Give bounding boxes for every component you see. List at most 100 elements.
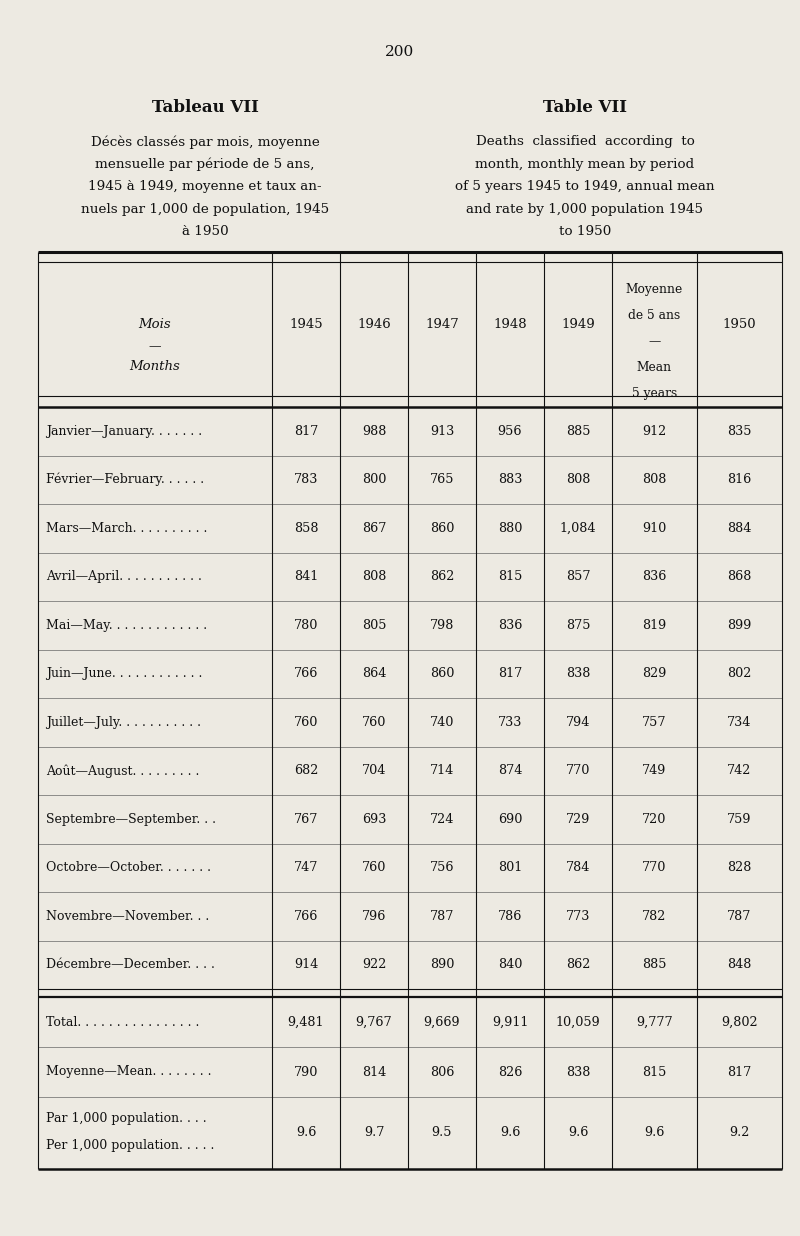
Text: 9,481: 9,481 xyxy=(288,1016,324,1028)
Text: Avril—April. . . . . . . . . . .: Avril—April. . . . . . . . . . . xyxy=(46,570,202,583)
Text: 857: 857 xyxy=(566,570,590,583)
Text: Décès classés par mois, moyenne: Décès classés par mois, moyenne xyxy=(90,135,319,148)
Text: 756: 756 xyxy=(430,861,454,874)
Text: 796: 796 xyxy=(362,910,386,923)
Text: 690: 690 xyxy=(498,813,522,826)
Text: 773: 773 xyxy=(566,910,590,923)
Text: 749: 749 xyxy=(642,764,666,777)
Text: 848: 848 xyxy=(727,958,752,971)
Text: 9,802: 9,802 xyxy=(721,1016,758,1028)
Text: 816: 816 xyxy=(727,473,752,486)
Text: 912: 912 xyxy=(642,425,666,438)
Text: 9.5: 9.5 xyxy=(432,1126,452,1140)
Text: 1950: 1950 xyxy=(722,318,756,330)
Text: —: — xyxy=(648,335,661,349)
Text: 1,084: 1,084 xyxy=(560,522,596,535)
Text: 794: 794 xyxy=(566,716,590,729)
Text: 875: 875 xyxy=(566,619,590,632)
Text: 770: 770 xyxy=(642,861,666,874)
Text: Total. . . . . . . . . . . . . . . .: Total. . . . . . . . . . . . . . . . xyxy=(46,1016,199,1028)
Text: —: — xyxy=(149,340,162,353)
Text: Per 1,000 population. . . . .: Per 1,000 population. . . . . xyxy=(46,1140,214,1152)
Text: 766: 766 xyxy=(294,667,318,680)
Text: 836: 836 xyxy=(498,619,522,632)
Text: 808: 808 xyxy=(566,473,590,486)
Text: 784: 784 xyxy=(566,861,590,874)
Text: Table VII: Table VII xyxy=(543,100,627,116)
Text: 860: 860 xyxy=(430,667,454,680)
Text: 817: 817 xyxy=(727,1065,752,1079)
Text: 806: 806 xyxy=(430,1065,454,1079)
Text: 1945 à 1949, moyenne et taux an-: 1945 à 1949, moyenne et taux an- xyxy=(88,180,322,194)
Text: 884: 884 xyxy=(727,522,752,535)
Text: 826: 826 xyxy=(498,1065,522,1079)
Text: 874: 874 xyxy=(498,764,522,777)
Text: 913: 913 xyxy=(430,425,454,438)
Text: 790: 790 xyxy=(294,1065,318,1079)
Text: 780: 780 xyxy=(294,619,318,632)
Text: 899: 899 xyxy=(727,619,752,632)
Text: 760: 760 xyxy=(362,716,386,729)
Text: 1949: 1949 xyxy=(561,318,595,330)
Text: Octobre—October. . . . . . .: Octobre—October. . . . . . . xyxy=(46,861,211,874)
Text: 1945: 1945 xyxy=(289,318,323,330)
Text: 9,669: 9,669 xyxy=(424,1016,460,1028)
Text: de 5 ans: de 5 ans xyxy=(628,309,681,323)
Text: 9.6: 9.6 xyxy=(644,1126,665,1140)
Text: mensuelle par période de 5 ans,: mensuelle par période de 5 ans, xyxy=(95,158,314,172)
Text: 815: 815 xyxy=(498,570,522,583)
Text: 787: 787 xyxy=(727,910,752,923)
Text: 817: 817 xyxy=(498,667,522,680)
Text: 9.6: 9.6 xyxy=(500,1126,520,1140)
Text: 9.6: 9.6 xyxy=(296,1126,316,1140)
Text: Novembre—November. . .: Novembre—November. . . xyxy=(46,910,210,923)
Text: 883: 883 xyxy=(498,473,522,486)
Text: 9,777: 9,777 xyxy=(636,1016,673,1028)
Text: 801: 801 xyxy=(498,861,522,874)
Text: to 1950: to 1950 xyxy=(559,225,611,239)
Text: 814: 814 xyxy=(362,1065,386,1079)
Text: 5 years: 5 years xyxy=(632,388,677,400)
Text: 867: 867 xyxy=(362,522,386,535)
Text: 729: 729 xyxy=(566,813,590,826)
Text: 704: 704 xyxy=(362,764,386,777)
Text: 734: 734 xyxy=(727,716,752,729)
Text: à 1950: à 1950 xyxy=(182,225,228,239)
Text: 760: 760 xyxy=(362,861,386,874)
Text: Septembre—September. . .: Septembre—September. . . xyxy=(46,813,216,826)
Text: 828: 828 xyxy=(727,861,752,874)
Text: Moyenne: Moyenne xyxy=(626,283,683,297)
Text: 862: 862 xyxy=(566,958,590,971)
Text: 805: 805 xyxy=(362,619,386,632)
Text: 841: 841 xyxy=(294,570,318,583)
Text: 9,911: 9,911 xyxy=(492,1016,528,1028)
Text: 798: 798 xyxy=(430,619,454,632)
Text: Août—August. . . . . . . . .: Août—August. . . . . . . . . xyxy=(46,764,199,777)
Text: 693: 693 xyxy=(362,813,386,826)
Text: 829: 829 xyxy=(642,667,666,680)
Text: Février—February. . . . . .: Février—February. . . . . . xyxy=(46,473,204,487)
Text: 765: 765 xyxy=(430,473,454,486)
Text: 9.7: 9.7 xyxy=(364,1126,384,1140)
Text: 714: 714 xyxy=(430,764,454,777)
Text: 742: 742 xyxy=(727,764,752,777)
Text: 782: 782 xyxy=(642,910,666,923)
Text: 890: 890 xyxy=(430,958,454,971)
Text: 787: 787 xyxy=(430,910,454,923)
Text: and rate by 1,000 population 1945: and rate by 1,000 population 1945 xyxy=(466,203,703,216)
Text: 910: 910 xyxy=(642,522,666,535)
Text: 767: 767 xyxy=(294,813,318,826)
Text: 819: 819 xyxy=(642,619,666,632)
Text: 838: 838 xyxy=(566,667,590,680)
Text: 808: 808 xyxy=(642,473,666,486)
Text: nuels par 1,000 de population, 1945: nuels par 1,000 de population, 1945 xyxy=(81,203,329,216)
Text: 800: 800 xyxy=(362,473,386,486)
Text: Juillet—July. . . . . . . . . . .: Juillet—July. . . . . . . . . . . xyxy=(46,716,201,729)
Text: 815: 815 xyxy=(642,1065,666,1079)
Text: 988: 988 xyxy=(362,425,386,438)
Text: Par 1,000 population. . . .: Par 1,000 population. . . . xyxy=(46,1112,206,1125)
Text: Mean: Mean xyxy=(637,361,672,375)
Text: 9,767: 9,767 xyxy=(356,1016,392,1028)
Text: Mai—May. . . . . . . . . . . . .: Mai—May. . . . . . . . . . . . . xyxy=(46,619,207,632)
Text: 720: 720 xyxy=(642,813,666,826)
